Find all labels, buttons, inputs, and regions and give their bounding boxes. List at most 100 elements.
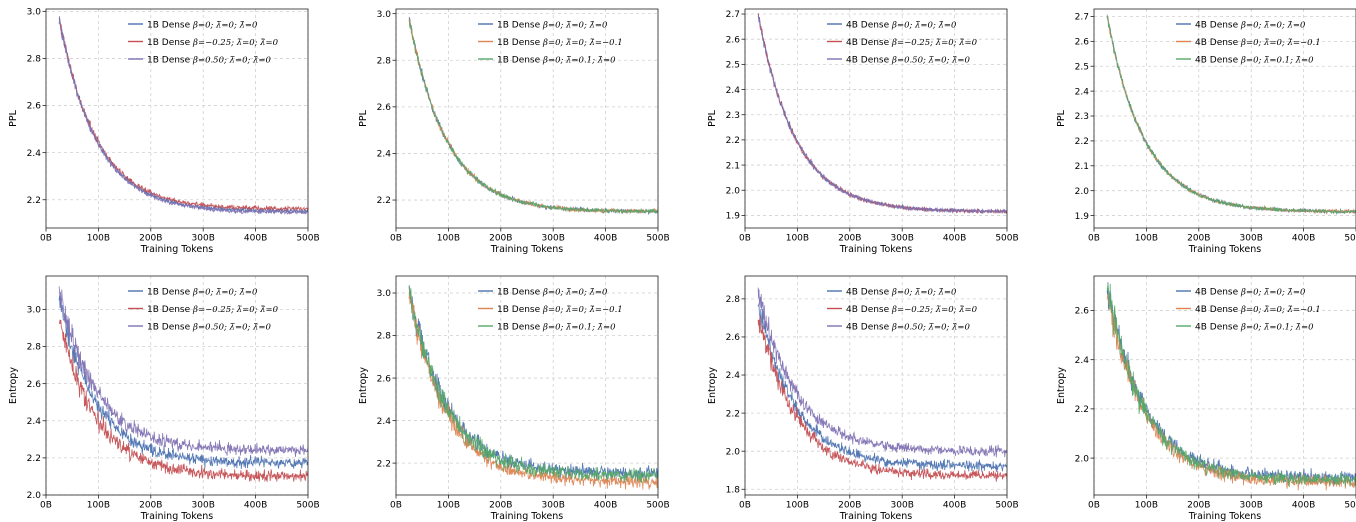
x-axis-label: Training Tokens bbox=[140, 511, 214, 522]
legend-entry-3: 4B Dense β=0.50; λ̃=0; λ̂=0 bbox=[846, 321, 971, 332]
y-tick-label: 2.6 bbox=[27, 102, 42, 112]
y-tick-label: 2.2 bbox=[726, 409, 740, 419]
y-tick-label: 1.8 bbox=[726, 485, 741, 495]
y-axis-label: Entropy bbox=[707, 367, 718, 404]
legend-entry-1: 1B Dense β=0; λ̃=0; λ̂=0 bbox=[497, 286, 608, 297]
x-tick-label: 300B bbox=[1240, 501, 1263, 511]
x-tick-label: 300B bbox=[542, 501, 565, 511]
series-line-3 bbox=[408, 284, 658, 484]
legend-entry-3: 1B Dense β=0.50; λ̃=0; λ̂=0 bbox=[147, 54, 272, 65]
y-tick-label: 3.0 bbox=[27, 306, 42, 316]
y-axis-label: PPL bbox=[707, 109, 718, 126]
y-tick-label: 2.3 bbox=[726, 111, 740, 121]
x-tick-label: 400B bbox=[594, 234, 617, 244]
series-group bbox=[408, 16, 658, 216]
series-line-3 bbox=[757, 15, 1007, 214]
axes-frame bbox=[1093, 8, 1356, 229]
series-line-3 bbox=[408, 19, 658, 215]
legend-entry-3: 1B Dense β=0; λ̃=0.1; λ̂=0 bbox=[497, 321, 616, 332]
series-group bbox=[757, 287, 1007, 482]
y-tick-label: 2.8 bbox=[27, 343, 42, 353]
x-tick-label: 200B bbox=[489, 501, 512, 511]
x-tick-label: 400B bbox=[244, 501, 267, 511]
chart-panel-3: 0B 100B 200B 300B 400B 500B 1.9 2.0 2.1 2.2 2.3 2.4… bbox=[707, 8, 1019, 255]
x-tick-label: 500B bbox=[995, 501, 1018, 511]
y-tick-label: 2.2 bbox=[1075, 137, 1089, 147]
y-tick-label: 2.1 bbox=[726, 161, 740, 171]
x-tick-label: 400B bbox=[1292, 501, 1315, 511]
legend: 4B Dense β=0; λ̃=0; λ̂=0 4B Dense β=−0.25… bbox=[827, 286, 978, 332]
y-tick-label: 3.0 bbox=[377, 289, 392, 299]
y-tick-label: 2.4 bbox=[1075, 356, 1090, 366]
y-axis-label: PPL bbox=[1056, 109, 1067, 126]
legend-entry-3: 4B Dense β=0.50; λ̃=0; λ̂=0 bbox=[846, 54, 971, 65]
x-tick-label: 200B bbox=[1187, 501, 1210, 511]
x-tick-label: 200B bbox=[838, 501, 861, 511]
x-tick-label: 300B bbox=[891, 501, 914, 511]
series-line-3 bbox=[757, 287, 1007, 458]
x-tick-label: 200B bbox=[139, 501, 162, 511]
y-tick-label: 2.0 bbox=[27, 491, 42, 501]
y-tick-label: 2.8 bbox=[377, 332, 392, 342]
axes-frame bbox=[395, 8, 659, 229]
x-tick-label: 100B bbox=[1135, 234, 1158, 244]
y-axis-label: PPL bbox=[358, 109, 369, 126]
chart-panel-1: 0B 100B 200B 300B 400B 500B 2.2 2.4 2.6 2.8 3.0 Tra… bbox=[8, 8, 320, 255]
chart-panel-4: 0B 100B 200B 300B 400B 500B 1.9 2.0 2.1 2.2 2.3 2.4… bbox=[1056, 8, 1356, 255]
series-line-1 bbox=[408, 286, 658, 482]
x-axis-label: Training Tokens bbox=[140, 244, 214, 255]
y-tick-label: 2.8 bbox=[726, 295, 741, 305]
y-tick-label: 2.4 bbox=[27, 417, 42, 427]
y-tick-label: 2.6 bbox=[27, 380, 42, 390]
series-group bbox=[1106, 282, 1356, 491]
legend-entry-1: 4B Dense β=0; λ̃=0; λ̂=0 bbox=[1195, 286, 1306, 297]
y-tick-label: 3.0 bbox=[27, 8, 42, 18]
x-tick-label: 500B bbox=[1344, 501, 1356, 511]
series-line-1 bbox=[58, 295, 308, 470]
x-axis-label: Training Tokens bbox=[490, 511, 564, 522]
legend-entry-2: 1B Dense β=0; λ̃=0; λ̂=−0.1 bbox=[497, 37, 623, 48]
y-tick-label: 2.6 bbox=[1075, 307, 1090, 317]
x-tick-label: 0B bbox=[390, 501, 402, 511]
y-tick-label: 2.6 bbox=[726, 333, 741, 343]
x-tick-label: 400B bbox=[943, 234, 966, 244]
series-line-2 bbox=[408, 18, 658, 215]
x-tick-label: 200B bbox=[838, 234, 861, 244]
legend-entry-1: 4B Dense β=0; λ̃=0; λ̂=0 bbox=[846, 19, 957, 30]
legend-entry-2: 1B Dense β=−0.25; λ̃=0; λ̂=0 bbox=[147, 37, 279, 48]
series-group bbox=[1106, 14, 1356, 215]
x-tick-label: 100B bbox=[786, 501, 809, 511]
x-tick-label: 300B bbox=[192, 501, 215, 511]
x-tick-label: 500B bbox=[296, 234, 319, 244]
x-tick-label: 0B bbox=[1088, 234, 1100, 244]
series-line-1 bbox=[757, 303, 1007, 472]
x-axis-label: Training Tokens bbox=[490, 244, 564, 255]
y-tick-label: 2.5 bbox=[726, 61, 740, 71]
y-tick-label: 2.4 bbox=[726, 86, 741, 96]
x-tick-label: 0B bbox=[390, 234, 402, 244]
chart-panel-8: 0B 100B 200B 300B 400B 500B 2.0 2.2 2.4 2.6 Traini… bbox=[1056, 275, 1356, 522]
x-tick-label: 100B bbox=[1135, 501, 1158, 511]
x-tick-label: 200B bbox=[139, 234, 162, 244]
y-tick-label: 2.3 bbox=[1075, 112, 1089, 122]
y-tick-label: 2.8 bbox=[27, 55, 42, 65]
y-tick-label: 2.6 bbox=[726, 35, 741, 45]
series-line-2 bbox=[1106, 16, 1356, 215]
y-tick-label: 2.4 bbox=[27, 149, 42, 159]
legend: 4B Dense β=0; λ̃=0; λ̂=0 4B Dense β=0; λ̃… bbox=[1176, 19, 1321, 65]
y-tick-label: 2.2 bbox=[1075, 405, 1089, 415]
series-line-3 bbox=[1106, 14, 1356, 215]
x-tick-label: 200B bbox=[489, 234, 512, 244]
axes-frame bbox=[744, 8, 1008, 229]
y-tick-label: 2.6 bbox=[377, 374, 392, 384]
y-tick-label: 2.6 bbox=[377, 103, 392, 113]
legend: 1B Dense β=0; λ̃=0; λ̂=0 1B Dense β=−0.25… bbox=[128, 286, 279, 332]
x-tick-label: 400B bbox=[244, 234, 267, 244]
legend: 1B Dense β=0; λ̃=0; λ̂=0 1B Dense β=−0.25… bbox=[128, 19, 279, 65]
x-tick-label: 0B bbox=[40, 501, 52, 511]
x-tick-label: 0B bbox=[739, 234, 751, 244]
axes-frame bbox=[45, 8, 309, 229]
series-group bbox=[757, 13, 1007, 215]
y-tick-label: 2.0 bbox=[1075, 454, 1090, 464]
x-tick-label: 200B bbox=[1187, 234, 1210, 244]
